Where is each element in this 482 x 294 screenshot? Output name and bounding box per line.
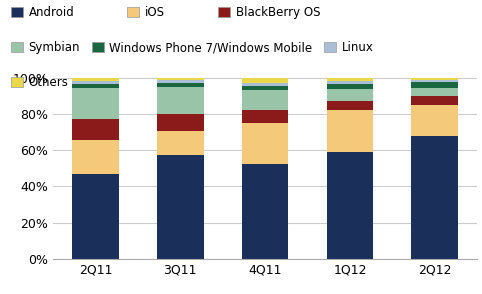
Bar <box>327 111 373 152</box>
Bar <box>412 136 458 259</box>
Bar <box>327 78 373 81</box>
Bar <box>72 78 119 81</box>
Bar <box>242 83 288 86</box>
Bar <box>412 82 458 88</box>
Bar <box>412 88 458 96</box>
Bar <box>242 110 288 123</box>
Bar <box>242 86 288 90</box>
Bar <box>72 174 119 259</box>
Bar <box>327 88 373 101</box>
Bar <box>412 80 458 82</box>
Bar <box>157 155 203 259</box>
Bar <box>72 140 119 174</box>
Bar <box>157 114 203 131</box>
Bar <box>72 83 119 88</box>
Bar <box>327 84 373 88</box>
Bar <box>157 131 203 155</box>
Bar <box>412 105 458 136</box>
Bar <box>412 78 458 80</box>
Legend: Others: Others <box>11 76 68 89</box>
Bar <box>72 88 119 119</box>
Bar <box>412 96 458 105</box>
Bar <box>242 164 288 259</box>
Bar <box>72 81 119 83</box>
Bar <box>157 78 203 81</box>
Legend: Symbian, Windows Phone 7/Windows Mobile, Linux: Symbian, Windows Phone 7/Windows Mobile,… <box>11 41 374 54</box>
Bar <box>157 83 203 87</box>
Bar <box>72 119 119 140</box>
Bar <box>157 87 203 114</box>
Bar <box>242 78 288 83</box>
Bar <box>327 81 373 84</box>
Bar <box>157 81 203 83</box>
Bar <box>327 101 373 111</box>
Legend: Android, iOS, BlackBerry OS: Android, iOS, BlackBerry OS <box>11 6 321 19</box>
Bar <box>242 90 288 110</box>
Bar <box>327 152 373 259</box>
Bar <box>242 123 288 164</box>
